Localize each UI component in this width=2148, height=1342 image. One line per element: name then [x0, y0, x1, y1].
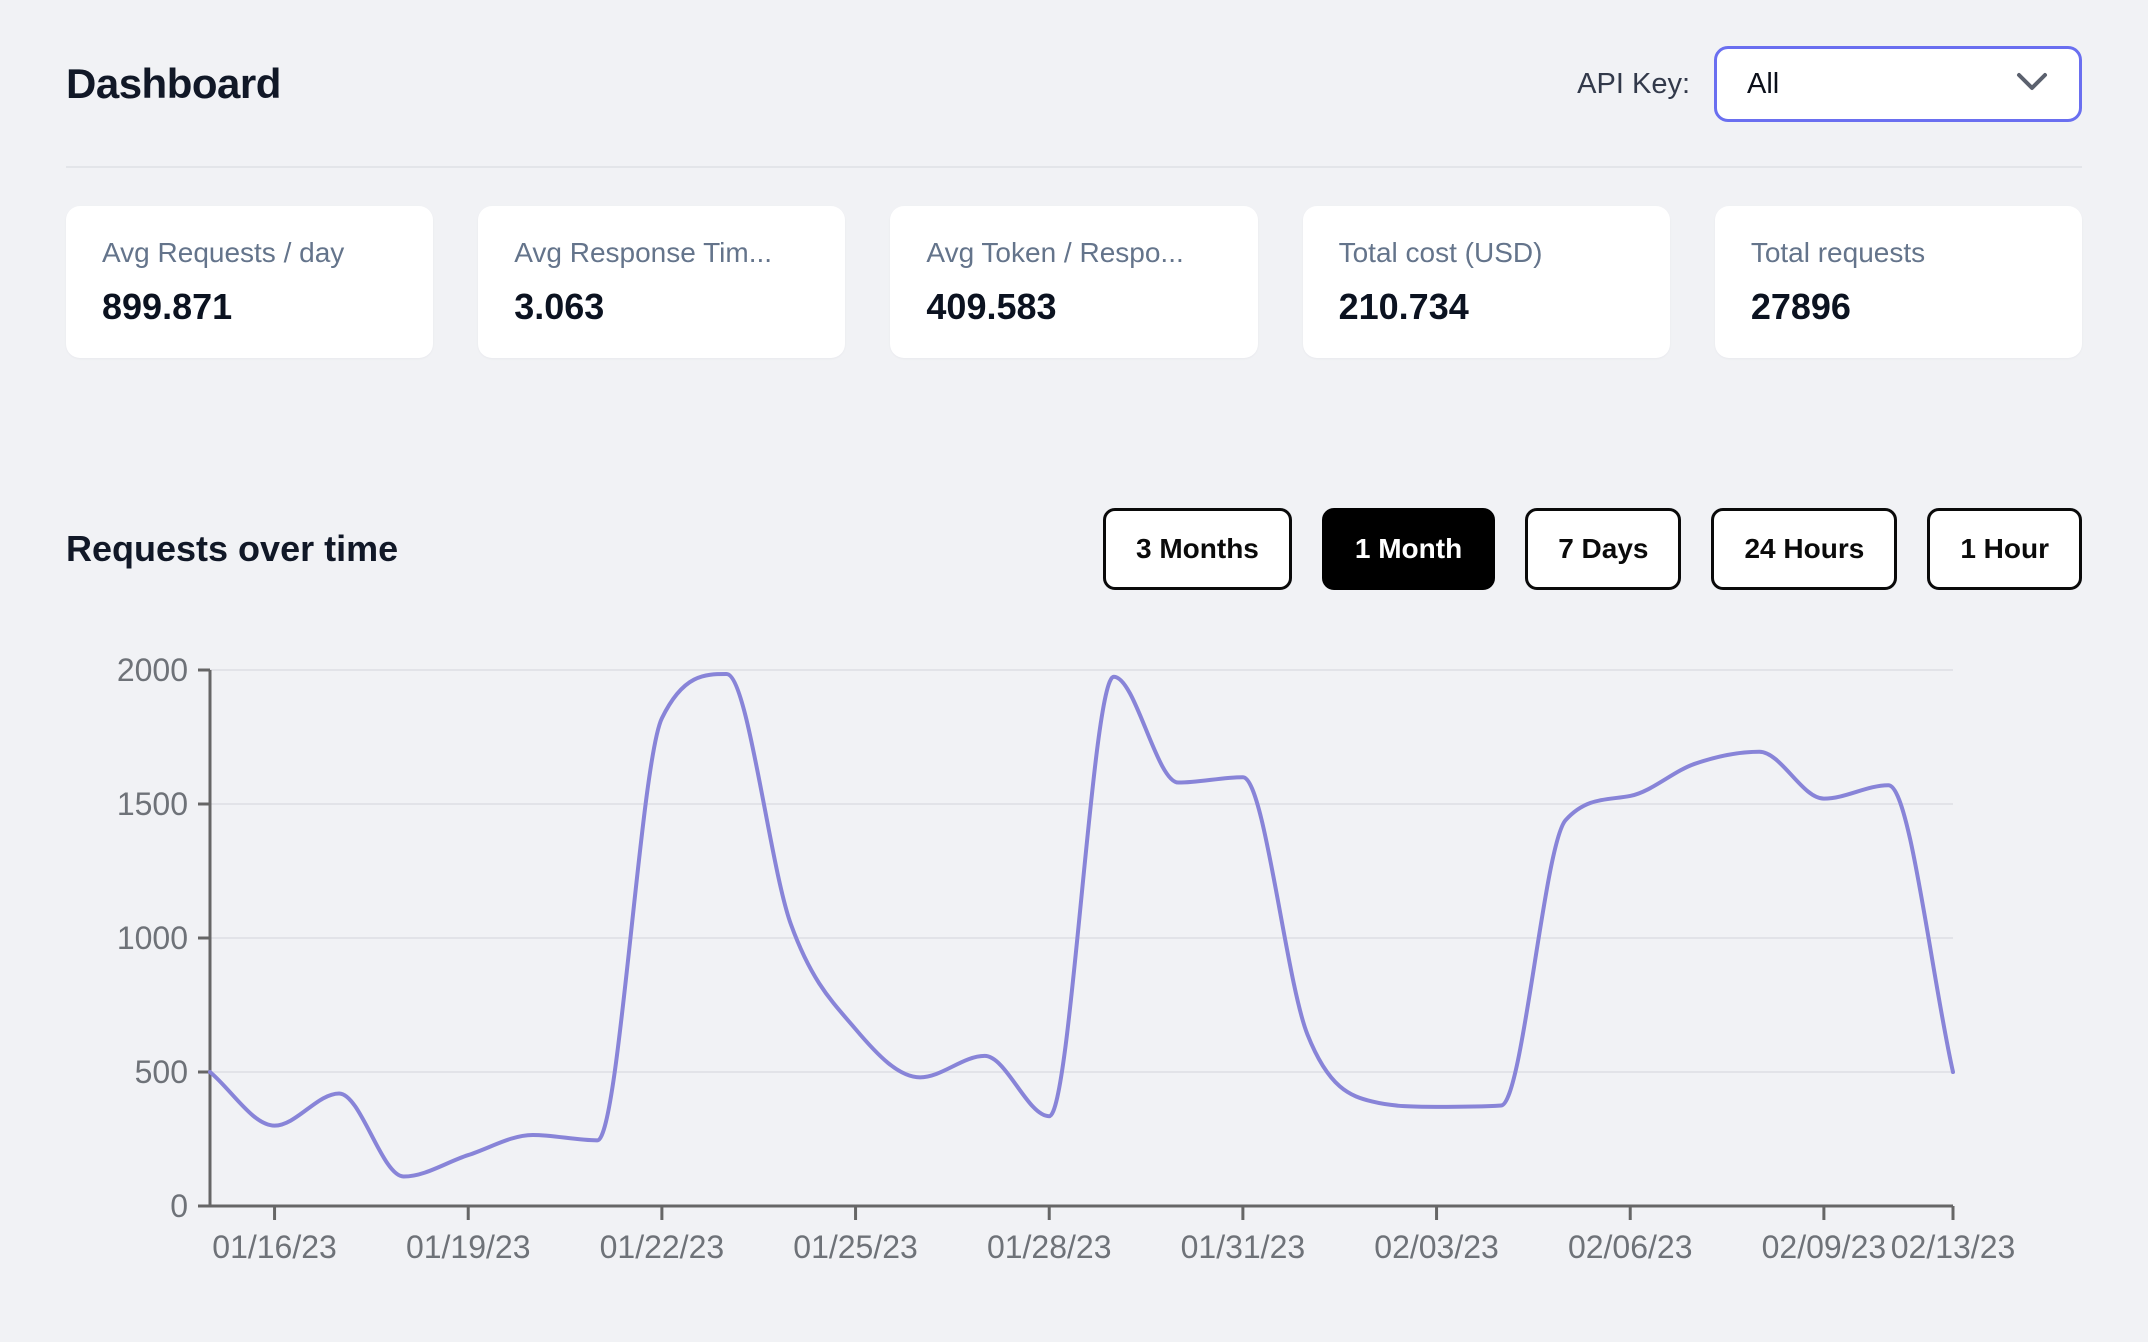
section-title: Requests over time: [66, 527, 399, 569]
stat-card-total-requests: Total requests 27896: [1714, 206, 2083, 358]
api-key-control: API Key: All: [1577, 46, 2082, 122]
svg-text:02/13/23: 02/13/23: [1891, 1229, 2016, 1265]
time-range-button-7-days[interactable]: 7 Days: [1525, 507, 1682, 590]
stat-value: 899.871: [102, 285, 233, 327]
page-header: Dashboard API Key: All: [66, 0, 2082, 122]
svg-text:01/22/23: 01/22/23: [600, 1229, 725, 1265]
requests-line-chart: 0 500 1000 1500 2000 01/16/23 01/19/23 01/22/23…: [117, 652, 2016, 1265]
stat-card-total-cost: Total cost (USD) 210.734: [1302, 206, 1670, 358]
header-divider: [66, 166, 2082, 168]
svg-text:01/16/23: 01/16/23: [212, 1229, 337, 1265]
stat-label: Avg Response Tim...: [514, 237, 773, 268]
requests-section-header: Requests over time 3 Months 1 Month 7 Da…: [66, 507, 2082, 590]
svg-text:2000: 2000: [117, 652, 188, 688]
stat-label: Avg Requests / day: [102, 237, 345, 268]
stat-card-avg-response-time: Avg Response Tim... 3.063: [478, 206, 846, 358]
stat-value: 3.063: [514, 285, 605, 327]
svg-text:02/09/23: 02/09/23: [1762, 1229, 1887, 1265]
svg-text:02/03/23: 02/03/23: [1374, 1229, 1499, 1265]
requests-chart-container: 0 500 1000 1500 2000 01/16/23 01/19/23 01/22/23…: [0, 600, 2148, 1305]
time-range-button-24-hours[interactable]: 24 Hours: [1711, 507, 1898, 590]
stat-label: Total cost (USD): [1338, 237, 1543, 268]
stat-card-avg-requests: Avg Requests / day 899.871: [66, 206, 434, 358]
dashboard-page: Dashboard API Key: All Avg Requests / da…: [0, 0, 2148, 590]
api-key-selected-value: All: [1747, 67, 1780, 100]
svg-text:01/25/23: 01/25/23: [793, 1229, 918, 1265]
chevron-down-icon: [2015, 71, 2049, 98]
svg-text:01/28/23: 01/28/23: [987, 1229, 1112, 1265]
time-range-button-1-month[interactable]: 1 Month: [1321, 507, 1496, 590]
time-range-button-3-months[interactable]: 3 Months: [1102, 507, 1292, 590]
svg-text:01/19/23: 01/19/23: [406, 1229, 531, 1265]
stat-card-avg-token: Avg Token / Respo... 409.583: [890, 206, 1258, 358]
stat-cards-row: Avg Requests / day 899.871 Avg Response …: [66, 206, 2083, 358]
svg-text:1000: 1000: [117, 920, 188, 956]
svg-text:01/31/23: 01/31/23: [1181, 1229, 1306, 1265]
api-key-select[interactable]: All: [1714, 46, 2082, 122]
svg-text:1500: 1500: [117, 786, 188, 822]
stat-value: 409.583: [926, 285, 1057, 327]
svg-text:0: 0: [170, 1188, 188, 1224]
svg-text:500: 500: [135, 1054, 188, 1090]
stat-label: Total requests: [1750, 237, 1926, 268]
svg-text:02/06/23: 02/06/23: [1568, 1229, 1693, 1265]
time-range-button-1-hour[interactable]: 1 Hour: [1927, 507, 2082, 590]
stat-value: 27896: [1750, 285, 1851, 327]
stat-label: Avg Token / Respo...: [926, 237, 1184, 268]
time-range-buttons: 3 Months 1 Month 7 Days 24 Hours 1 Hour: [1102, 507, 2082, 590]
api-key-label: API Key:: [1577, 67, 1690, 100]
page-title: Dashboard: [66, 60, 281, 107]
stat-value: 210.734: [1338, 285, 1469, 327]
